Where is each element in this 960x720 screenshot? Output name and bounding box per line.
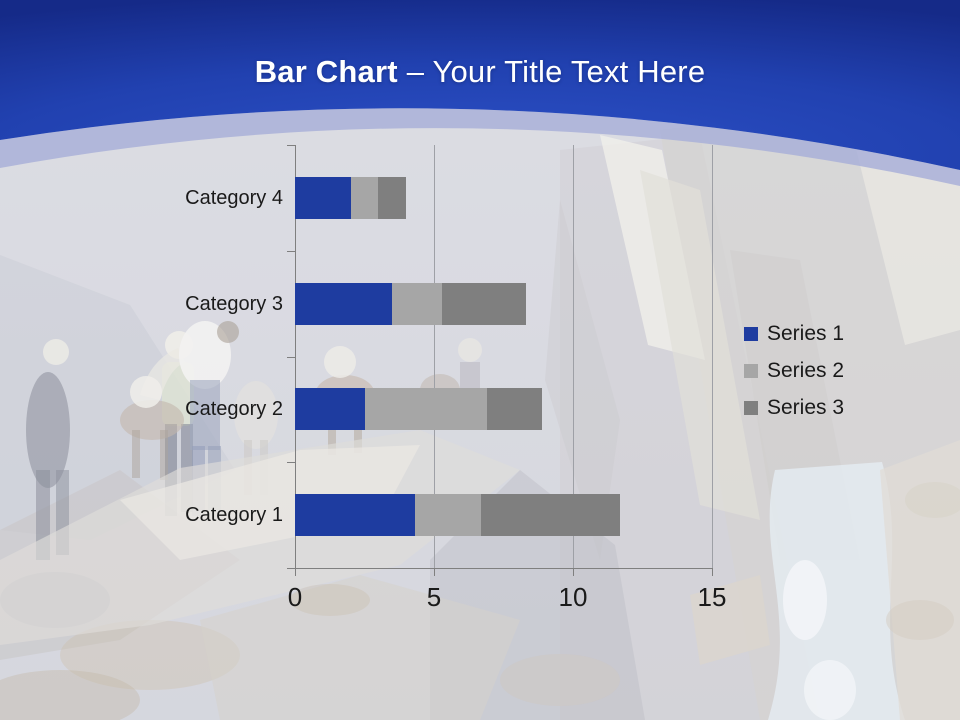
slide-title-bold: Bar Chart (254, 54, 398, 89)
bar-segment-series-3 (481, 494, 621, 537)
legend-item: Series 3 (744, 396, 844, 420)
bar-segment-series-2 (350, 176, 379, 219)
x-axis-tick (434, 568, 435, 576)
bar-segment-series-1 (295, 176, 351, 219)
legend-label: Series 3 (767, 396, 845, 419)
y-axis-tick (287, 462, 295, 464)
category-label: Category 2 (185, 398, 283, 421)
slide-title: Bar Chart – Your Title Text Here (0, 54, 960, 90)
category-label: Category 3 (185, 292, 283, 315)
x-axis-tick-label: 10 (558, 582, 588, 612)
header-curve (0, 0, 960, 186)
category-label: Category 1 (185, 504, 283, 527)
y-axis-tick (287, 568, 295, 569)
x-axis-tick-label: 15 (697, 582, 727, 612)
photo-stream (690, 440, 960, 720)
legend-label: Series 2 (767, 359, 845, 382)
header-blue-shape (0, 0, 960, 170)
y-axis-tick (287, 145, 295, 146)
legend-swatch-icon (744, 364, 758, 378)
bar-segment-series-3 (486, 388, 543, 431)
category-label: Category 4 (185, 186, 283, 209)
x-axis-tick-label: 0 (287, 582, 303, 612)
bar-segment-series-3 (442, 282, 526, 325)
bar-segment-series-2 (414, 494, 482, 537)
y-axis-tick (287, 250, 295, 252)
bar-segment-series-2 (392, 282, 443, 325)
legend-item: Series 2 (744, 359, 844, 383)
x-axis-tick (295, 568, 296, 576)
x-axis-tick-label: 5 (426, 582, 442, 612)
legend-swatch-icon (744, 327, 758, 341)
bar-segment-series-1 (295, 388, 365, 431)
legend-item: Series 1 (744, 322, 844, 346)
legend-swatch-icon (744, 401, 758, 415)
legend-label: Series 1 (767, 322, 845, 345)
bar-segment-series-2 (364, 388, 487, 431)
bar-segment-series-3 (378, 176, 407, 219)
x-gridline (434, 145, 435, 568)
y-axis-tick (287, 356, 295, 358)
x-gridline (573, 145, 574, 568)
bar-segment-series-1 (295, 282, 393, 325)
header-band (0, 108, 960, 186)
category-axis-line (295, 145, 296, 568)
x-gridline (712, 145, 713, 568)
bar-segment-series-1 (295, 494, 415, 537)
value-axis-line (295, 568, 713, 569)
x-axis-tick (712, 568, 713, 576)
x-axis-tick (573, 568, 574, 576)
slide-title-rest: – Your Title Text Here (406, 54, 706, 89)
chart-legend: Series 1 Series 2 Series 3 (744, 322, 844, 433)
